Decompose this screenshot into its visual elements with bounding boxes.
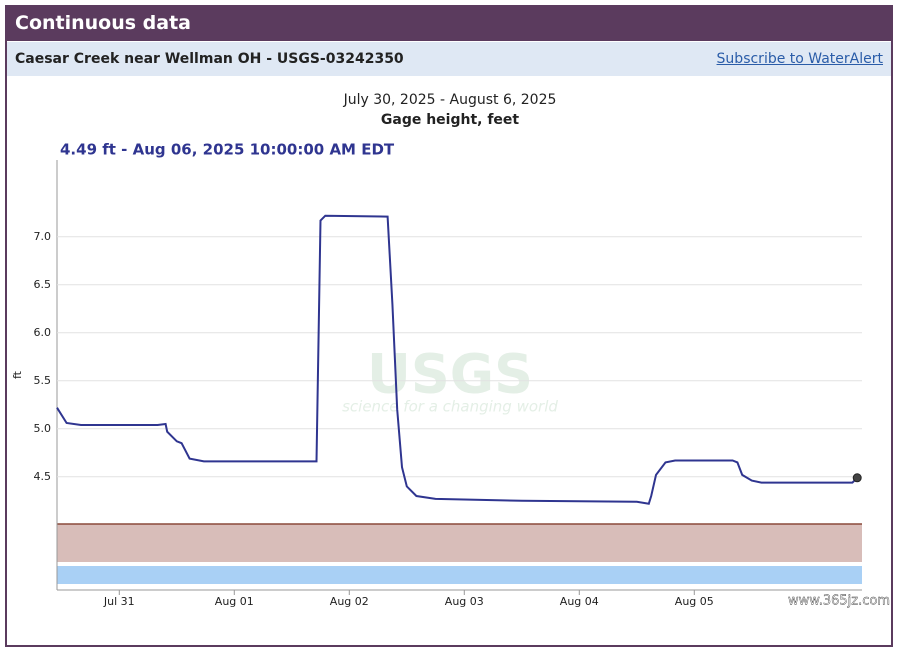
watermark-tagline: science for a changing world (342, 398, 558, 416)
header-title: Continuous data (7, 5, 891, 41)
band-water (57, 566, 862, 584)
band-below (57, 524, 862, 562)
site-bar: Caesar Creek near Wellman OH - USGS-0324… (7, 42, 891, 76)
y-tick-label: 7.0 (34, 230, 52, 243)
chart-subtitle: Gage height, feet (381, 112, 520, 128)
x-tick-label: Aug 02 (330, 595, 369, 608)
x-tick-label: Aug 05 (675, 595, 714, 608)
chart-title: July 30, 2025 - August 6, 2025 (343, 92, 557, 108)
y-tick-label: 5.5 (34, 374, 52, 387)
readout: 4.49 ft - Aug 06, 2025 10:00:00 AM EDT (60, 141, 395, 159)
watermark-logo: USGS (367, 343, 533, 406)
y-tick-label: 4.5 (34, 470, 52, 483)
y-axis-label: ft (11, 370, 24, 379)
y-tick-label: 6.0 (34, 326, 52, 339)
water-alert-link[interactable]: Subscribe to WaterAlert (716, 51, 883, 67)
site-watermark: www.365jz.com (788, 594, 890, 609)
x-tick-label: Aug 03 (445, 595, 484, 608)
x-tick-label: Jul 31 (103, 595, 135, 608)
panel: Continuous data Caesar Creek near Wellma… (5, 5, 893, 647)
gage-line (56, 214, 858, 505)
latest-point (852, 473, 862, 483)
x-tick-label: Aug 01 (215, 595, 254, 608)
chart: July 30, 2025 - August 6, 2025 Gage heig… (11, 92, 890, 609)
page: Continuous data Caesar Creek near Wellma… (5, 5, 893, 647)
x-tick-label: Aug 04 (560, 595, 599, 608)
y-tick-label: 5.0 (34, 422, 52, 435)
site-name: Caesar Creek near Wellman OH - USGS-0324… (15, 51, 404, 67)
y-tick-label: 6.5 (34, 278, 52, 291)
